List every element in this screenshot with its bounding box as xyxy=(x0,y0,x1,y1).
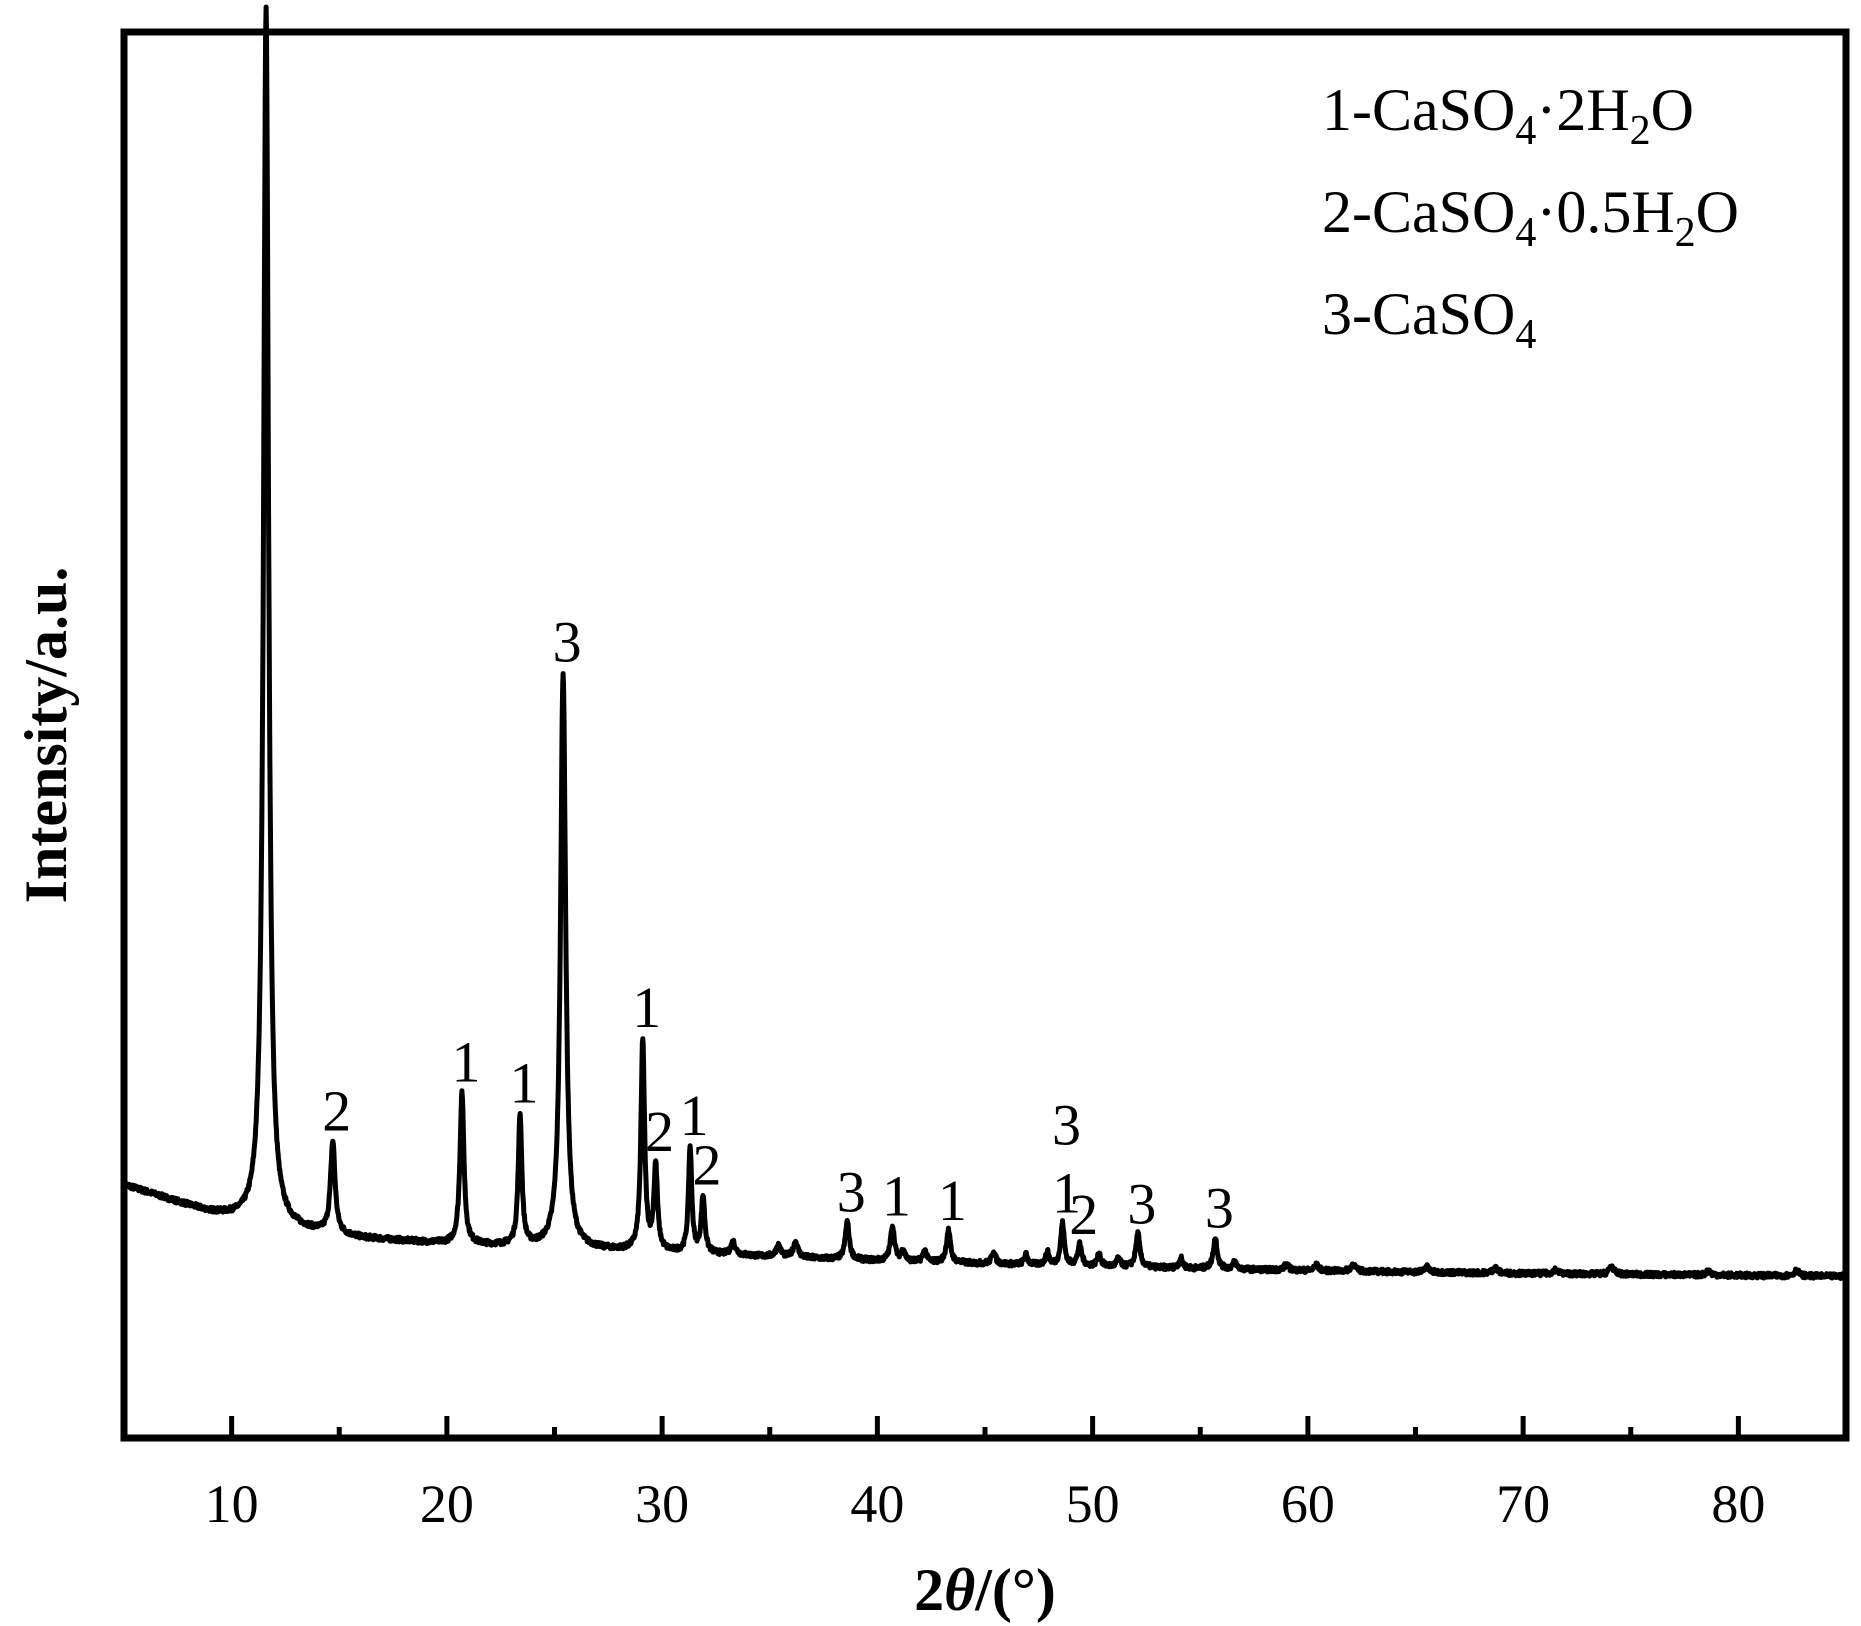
x-tick-label-0: 10 xyxy=(205,1474,259,1534)
x-minor-ticks xyxy=(336,1427,1634,1438)
x-tick-label-1: 20 xyxy=(420,1474,474,1534)
peak-label-1: 2 xyxy=(322,1079,351,1144)
peak-labels: 12113121231113233 xyxy=(256,0,1234,1247)
legend-entry-2-part-3: 2 xyxy=(1675,210,1696,256)
x-tick-label-4: 50 xyxy=(1066,1474,1120,1534)
legend-entry-2-part-2: ·0.5H xyxy=(1536,179,1674,245)
legend-entry-3: 3-CaSO4 xyxy=(1322,281,1536,358)
x-tick-label-3: 40 xyxy=(850,1474,904,1534)
x-tick-labels: 10 20 30 40 50 60 70 80 xyxy=(205,1474,1766,1534)
legend-entry-1-part-3: 2 xyxy=(1630,108,1651,154)
legend-entry-2-part-0: 2-CaSO xyxy=(1322,179,1515,245)
x-major-ticks xyxy=(229,1416,1741,1438)
y-axis-title: Intensity/a.u. xyxy=(13,567,79,904)
x-axis-title: 2θ/(°) xyxy=(914,1557,1056,1623)
x-axis-title-suffix: /(°) xyxy=(974,1557,1056,1623)
legend-entry-3-part-0: 3-CaSO xyxy=(1322,281,1515,347)
legend-entry-3-part-1: 4 xyxy=(1515,312,1536,358)
legend-entry-1: 1-CaSO4·2H2O xyxy=(1322,77,1694,154)
peak-label-3: 1 xyxy=(510,1051,539,1116)
xrd-pattern-line xyxy=(121,4,1849,1281)
peak-label-20: 1 xyxy=(1052,1161,1081,1226)
legend-entry-2-part-1: 4 xyxy=(1515,210,1536,256)
peak-label-16: 1 xyxy=(938,1168,967,1233)
x-tick-label-2: 30 xyxy=(635,1474,689,1534)
peak-label-7: 1 xyxy=(680,1083,709,1148)
peak-label-0: 1 xyxy=(256,0,285,12)
peak-label-13: 1 xyxy=(882,1163,911,1228)
legend-entry-2-part-4: O xyxy=(1696,179,1739,245)
peak-label-6: 2 xyxy=(645,1099,674,1164)
peak-label-2: 1 xyxy=(451,1030,480,1095)
peak-label-8: 2 xyxy=(693,1132,722,1197)
legend-entry-2: 2-CaSO4·0.5H2O xyxy=(1322,179,1739,256)
x-tick-label-7: 80 xyxy=(1711,1474,1765,1534)
legend-entry-1-part-0: 1-CaSO xyxy=(1322,77,1515,143)
legend-entry-1-part-1: 4 xyxy=(1515,108,1536,154)
legend-entry-1-part-4: O xyxy=(1651,77,1694,143)
x-axis-title-theta: θ xyxy=(944,1557,975,1623)
peak-label-26: 3 xyxy=(1205,1176,1234,1241)
x-axis-title-prefix: 2 xyxy=(914,1557,944,1623)
peak-label-24: 3 xyxy=(1127,1171,1156,1236)
peak-label-20-upper: 3 xyxy=(1052,1093,1081,1158)
legend-entry-1-part-2: ·2H xyxy=(1536,77,1629,143)
peak-label-5: 1 xyxy=(632,975,661,1040)
peak-label-4: 3 xyxy=(553,609,582,674)
peak-label-21: 2 xyxy=(1069,1182,1098,1247)
peak-label-12: 3 xyxy=(837,1159,866,1224)
x-tick-label-6: 70 xyxy=(1496,1474,1550,1534)
x-tick-label-5: 60 xyxy=(1281,1474,1335,1534)
